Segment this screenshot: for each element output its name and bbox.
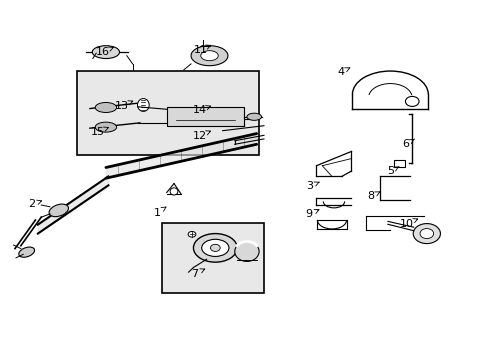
Text: 8: 8: [366, 192, 379, 202]
Ellipse shape: [49, 204, 68, 217]
Ellipse shape: [137, 99, 149, 111]
Bar: [166, 107, 244, 126]
Ellipse shape: [246, 113, 261, 120]
Bar: [393, 159, 404, 167]
Text: 14: 14: [192, 105, 210, 115]
Text: 11: 11: [193, 45, 210, 55]
Text: 1: 1: [153, 207, 166, 218]
Ellipse shape: [201, 239, 228, 256]
Text: 12: 12: [192, 131, 210, 141]
Ellipse shape: [419, 229, 433, 239]
Text: 15: 15: [90, 127, 108, 137]
Ellipse shape: [412, 224, 440, 244]
Ellipse shape: [193, 234, 237, 262]
Ellipse shape: [95, 122, 116, 132]
Bar: [162, 223, 264, 293]
Text: 16: 16: [95, 47, 113, 57]
Ellipse shape: [188, 231, 196, 237]
Ellipse shape: [19, 247, 35, 257]
Ellipse shape: [95, 103, 116, 112]
Ellipse shape: [405, 96, 418, 107]
Ellipse shape: [210, 244, 220, 251]
Ellipse shape: [92, 46, 119, 59]
Text: 3: 3: [306, 181, 319, 191]
Text: 9: 9: [305, 209, 318, 219]
Ellipse shape: [170, 188, 178, 195]
Text: 6: 6: [402, 139, 414, 149]
Text: 13: 13: [115, 101, 133, 111]
Text: 5: 5: [386, 166, 398, 176]
Text: 7: 7: [191, 269, 204, 279]
Ellipse shape: [234, 242, 259, 261]
Ellipse shape: [201, 51, 218, 61]
Text: 2: 2: [28, 199, 41, 209]
Text: 10: 10: [399, 219, 417, 229]
Text: 4: 4: [337, 67, 349, 77]
Ellipse shape: [191, 46, 227, 66]
Bar: [77, 71, 259, 155]
